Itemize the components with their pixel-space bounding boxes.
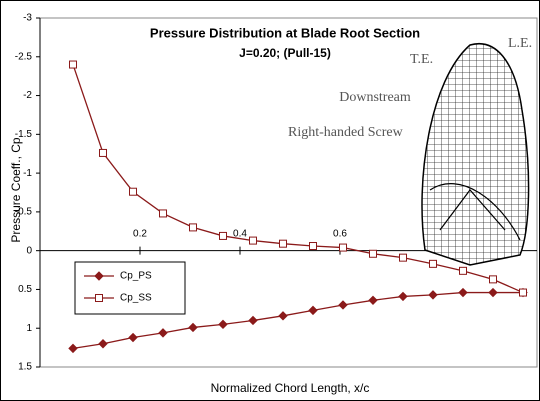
annotation: L.E. xyxy=(508,36,532,51)
data-point xyxy=(160,210,167,217)
annotation: Downstream xyxy=(339,90,411,105)
chart-subtitle: J=0.20; (Pull-15) xyxy=(239,46,331,60)
x-axis-title: Normalized Chord Length, x/c xyxy=(211,381,370,395)
data-point xyxy=(310,243,317,250)
y-tick-label: 1 xyxy=(26,323,32,334)
data-point xyxy=(100,149,107,156)
data-point xyxy=(70,61,77,68)
data-point xyxy=(490,276,497,283)
chart-title: Pressure Distribution at Blade Root Sect… xyxy=(150,25,420,40)
annotation: Right-handed Screw xyxy=(288,125,404,140)
annotation: T.E. xyxy=(410,52,433,67)
data-point xyxy=(460,267,467,274)
data-point xyxy=(280,240,287,247)
legend-label: Cp_SS xyxy=(120,293,152,304)
data-point xyxy=(400,254,407,261)
legend: Cp_PS Cp_SS xyxy=(75,262,185,314)
data-point xyxy=(250,237,257,244)
data-point xyxy=(190,224,197,231)
y-axis-title: Pressure Coeff., Cp xyxy=(9,137,23,242)
x-tick-label: 0.6 xyxy=(333,228,347,239)
y-tick-label: -1 xyxy=(23,168,32,179)
data-point xyxy=(430,260,437,267)
y-tick-label: 0.5 xyxy=(18,284,32,295)
data-point xyxy=(340,244,347,251)
y-tick-label: -2.5 xyxy=(15,51,33,62)
legend-label: Cp_PS xyxy=(120,271,152,282)
y-tick-label: -2 xyxy=(23,90,32,101)
y-tick-label: 1.5 xyxy=(18,362,32,373)
data-point xyxy=(520,289,527,296)
data-point xyxy=(370,250,377,257)
legend-marker xyxy=(96,295,103,302)
y-tick-label: 0 xyxy=(26,245,32,256)
x-tick-label: 0.2 xyxy=(133,228,147,239)
y-tick-label: -3 xyxy=(23,13,32,24)
chart: -3-2.5-2-1.5-1-0.500.511.50.20.40.60.8 P… xyxy=(0,0,540,401)
data-point xyxy=(130,188,137,195)
data-point xyxy=(220,232,227,239)
